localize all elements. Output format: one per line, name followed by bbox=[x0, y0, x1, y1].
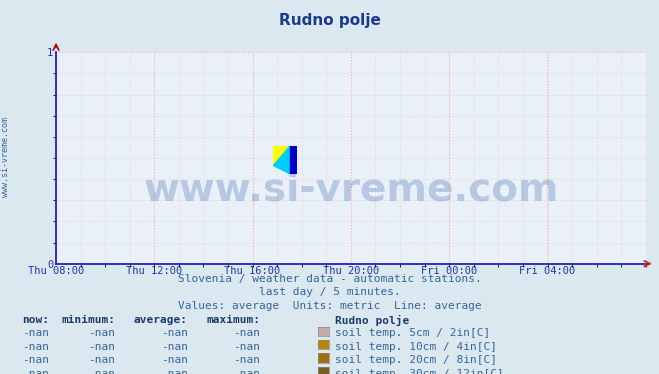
Text: soil temp. 30cm / 12in[C]: soil temp. 30cm / 12in[C] bbox=[335, 369, 503, 374]
Text: minimum:: minimum: bbox=[61, 315, 115, 325]
Text: www.si-vreme.com: www.si-vreme.com bbox=[143, 171, 559, 209]
Text: -nan: -nan bbox=[161, 342, 188, 352]
Text: -nan: -nan bbox=[161, 355, 188, 365]
Text: -nan: -nan bbox=[233, 328, 260, 338]
Text: now:: now: bbox=[22, 315, 49, 325]
Text: Rudno polje: Rudno polje bbox=[335, 315, 409, 326]
Text: -nan: -nan bbox=[161, 369, 188, 374]
Text: soil temp. 5cm / 2in[C]: soil temp. 5cm / 2in[C] bbox=[335, 328, 490, 338]
Text: maximum:: maximum: bbox=[206, 315, 260, 325]
Polygon shape bbox=[273, 146, 290, 174]
Text: average:: average: bbox=[134, 315, 188, 325]
Text: Rudno polje: Rudno polje bbox=[279, 13, 380, 28]
Text: -nan: -nan bbox=[233, 342, 260, 352]
Text: soil temp. 20cm / 8in[C]: soil temp. 20cm / 8in[C] bbox=[335, 355, 497, 365]
Text: -nan: -nan bbox=[88, 342, 115, 352]
Text: -nan: -nan bbox=[22, 369, 49, 374]
Text: -nan: -nan bbox=[161, 328, 188, 338]
Text: -nan: -nan bbox=[233, 369, 260, 374]
Text: -nan: -nan bbox=[22, 328, 49, 338]
Text: -nan: -nan bbox=[22, 355, 49, 365]
Text: www.si-vreme.com: www.si-vreme.com bbox=[1, 117, 10, 197]
Polygon shape bbox=[290, 146, 297, 174]
Text: -nan: -nan bbox=[233, 355, 260, 365]
Text: -nan: -nan bbox=[88, 369, 115, 374]
Text: soil temp. 10cm / 4in[C]: soil temp. 10cm / 4in[C] bbox=[335, 342, 497, 352]
Text: last day / 5 minutes.: last day / 5 minutes. bbox=[258, 287, 401, 297]
Text: -nan: -nan bbox=[22, 342, 49, 352]
Text: Values: average  Units: metric  Line: average: Values: average Units: metric Line: aver… bbox=[178, 301, 481, 311]
Text: Slovenia / weather data - automatic stations.: Slovenia / weather data - automatic stat… bbox=[178, 274, 481, 284]
Text: -nan: -nan bbox=[88, 328, 115, 338]
Text: -nan: -nan bbox=[88, 355, 115, 365]
Polygon shape bbox=[273, 146, 290, 165]
